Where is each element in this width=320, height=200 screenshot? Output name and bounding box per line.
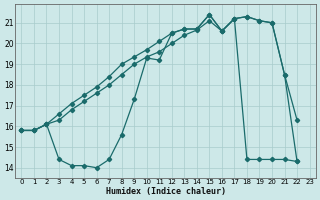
X-axis label: Humidex (Indice chaleur): Humidex (Indice chaleur) xyxy=(106,187,226,196)
